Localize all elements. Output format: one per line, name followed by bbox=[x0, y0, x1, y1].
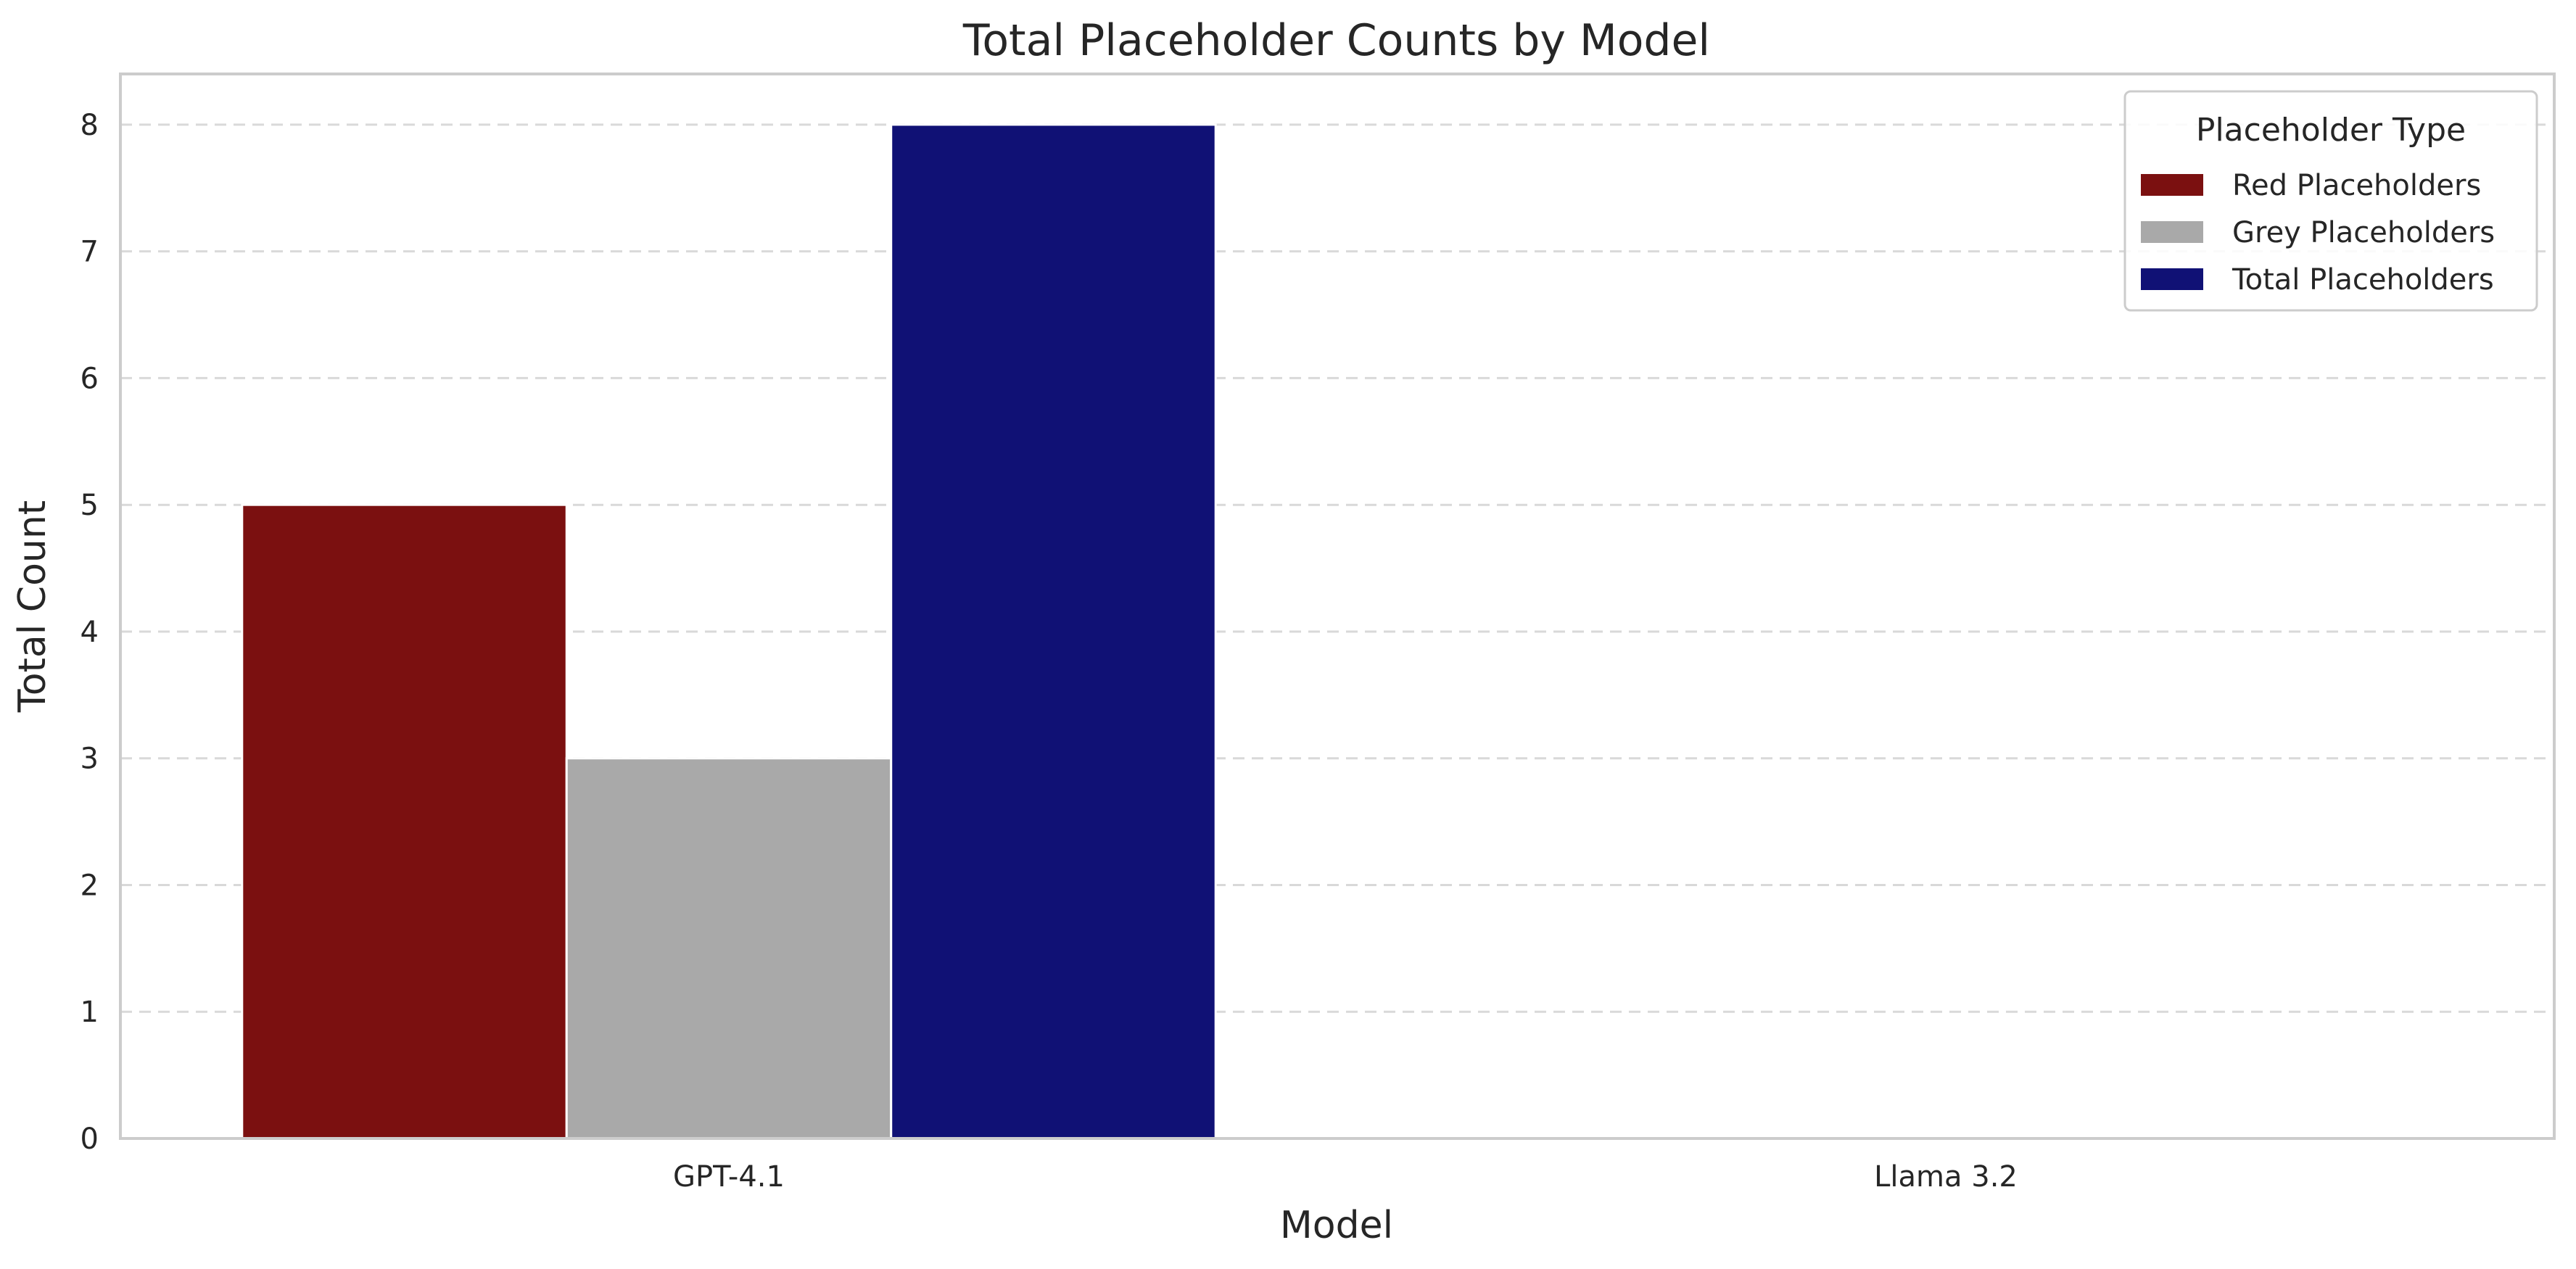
y-tick-label: 4 bbox=[80, 616, 99, 649]
x-axis-label: Model bbox=[1280, 1204, 1393, 1247]
y-tick-label: 1 bbox=[80, 996, 99, 1029]
bars bbox=[241, 123, 1217, 1140]
y-tick-label: 5 bbox=[80, 489, 99, 522]
x-axis-ticks: GPT-4.1 Llama 3.2 bbox=[673, 1160, 2018, 1194]
legend-title: Placeholder Type bbox=[2196, 112, 2466, 149]
y-tick-label: 8 bbox=[80, 109, 99, 142]
y-tick-label: 6 bbox=[80, 362, 99, 395]
legend-items: Red Placeholders Grey Placeholders Total P… bbox=[2141, 169, 2495, 297]
legend-swatch bbox=[2141, 174, 2203, 196]
bar bbox=[565, 757, 893, 1140]
y-tick-label: 7 bbox=[80, 236, 99, 269]
x-tick-label: Llama 3.2 bbox=[1874, 1160, 2018, 1194]
y-axis-label: Total Count bbox=[11, 500, 54, 713]
y-tick-label: 3 bbox=[80, 743, 99, 776]
bar bbox=[890, 123, 1217, 1140]
legend-entry: Grey Placeholders bbox=[2232, 216, 2495, 249]
y-tick-label: 0 bbox=[80, 1123, 99, 1156]
x-tick-label: GPT-4.1 bbox=[673, 1160, 785, 1194]
bar bbox=[241, 503, 568, 1140]
legend-swatch bbox=[2141, 268, 2203, 290]
legend-box bbox=[2123, 90, 2538, 312]
legend: Placeholder Type Red Placeholders Grey Pl… bbox=[2123, 90, 2538, 312]
y-tick-label: 2 bbox=[80, 869, 99, 902]
plot-frame bbox=[119, 73, 2556, 1140]
legend-entry: Red Placeholders bbox=[2232, 169, 2481, 202]
y-axis-ticks: 0 1 2 3 4 5 6 7 8 bbox=[80, 109, 99, 1156]
legend-swatch bbox=[2141, 221, 2203, 243]
chart-title: Total Placeholder Counts by Model bbox=[962, 15, 1710, 66]
legend-entry: Total Placeholders bbox=[2232, 263, 2494, 297]
